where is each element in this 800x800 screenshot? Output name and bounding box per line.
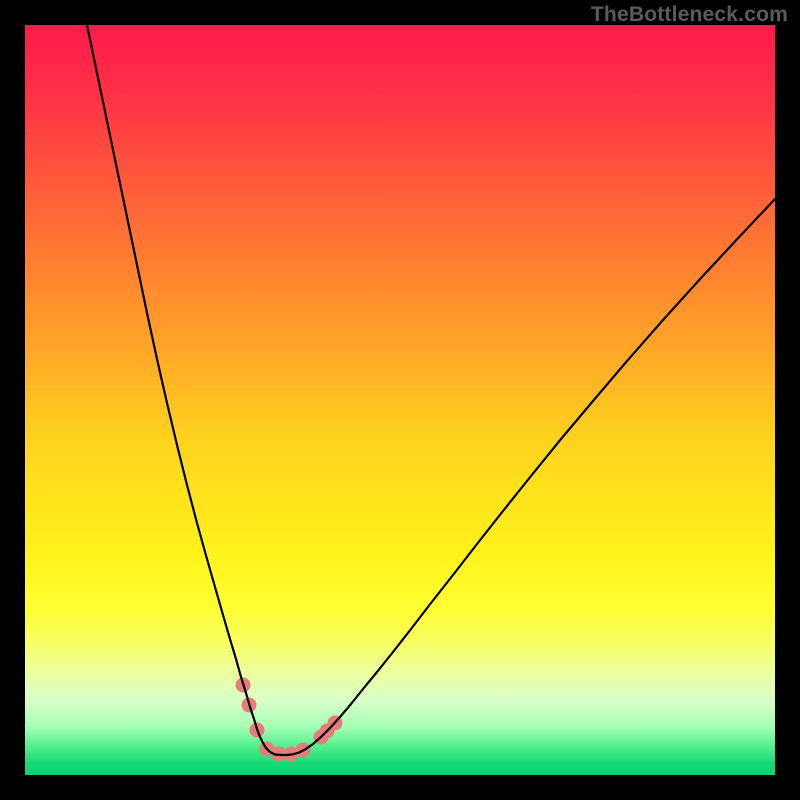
chart-frame: TheBottleneck.com [0, 0, 800, 800]
markers-group [236, 678, 343, 762]
left-curve [87, 25, 281, 755]
plot-area [25, 25, 775, 775]
watermark-text: TheBottleneck.com [591, 3, 788, 27]
curve-layer [25, 25, 775, 775]
right-curve [281, 199, 775, 755]
